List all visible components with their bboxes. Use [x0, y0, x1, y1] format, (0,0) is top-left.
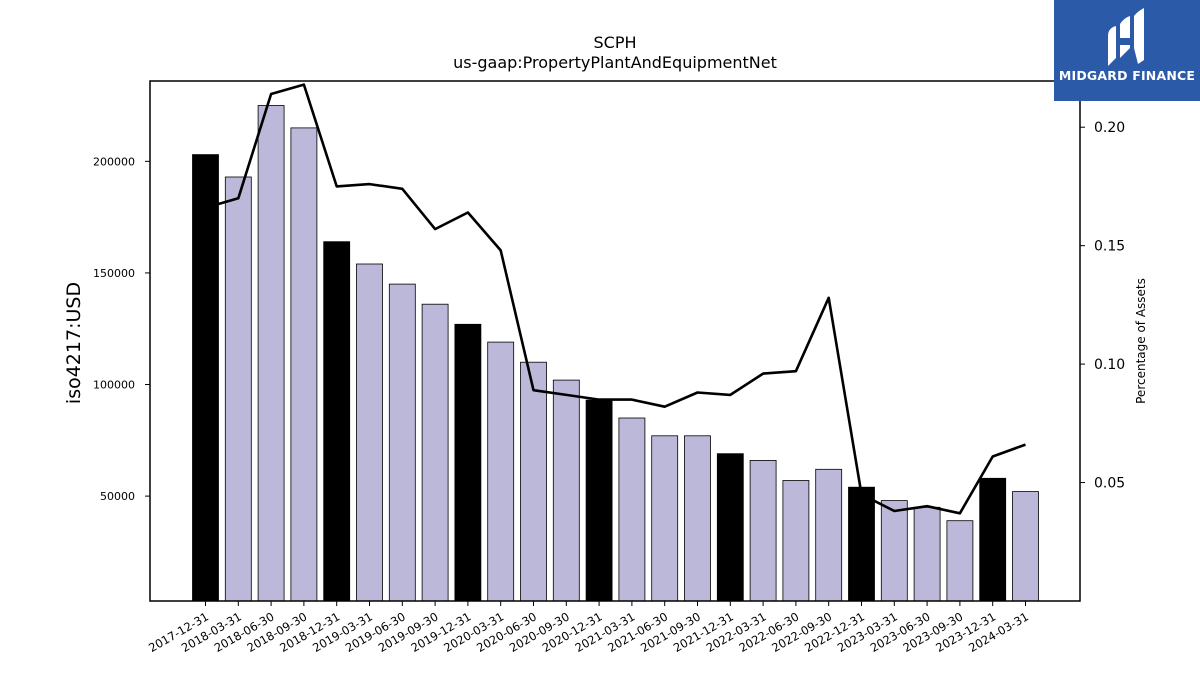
bar: [716, 453, 744, 602]
chart-title: SCPH: [593, 33, 636, 52]
y2-tick-label: 0.15: [1094, 239, 1125, 255]
bar: [651, 435, 679, 602]
brand-logo: MIDGARD FINANCE: [1054, 0, 1200, 101]
bar: [585, 399, 613, 602]
y2-tick-label: 0.20: [1094, 120, 1125, 136]
bar: [487, 341, 515, 602]
y-tick-label: 150000: [93, 267, 135, 280]
bar: [356, 263, 383, 602]
bar: [848, 486, 875, 602]
percentage-line: [205, 83, 1026, 515]
y-tick-label: 200000: [93, 155, 135, 168]
bar: [1012, 491, 1039, 602]
plot-frame: [149, 80, 1081, 602]
y2-axis-label: Percentage of Assets: [1134, 278, 1148, 404]
bar: [880, 500, 908, 602]
logo-text: MIDGARD FINANCE: [1058, 68, 1196, 83]
y-tick-label: 50000: [100, 490, 135, 503]
bar: [552, 379, 580, 602]
y2-tick-label: 0.10: [1094, 357, 1125, 373]
bar: [815, 468, 843, 602]
bar: [520, 361, 547, 602]
bar: [749, 459, 777, 602]
bar: [618, 417, 646, 602]
y2-tick-label: 0.05: [1094, 476, 1125, 492]
bar: [224, 176, 252, 602]
bar: [290, 127, 318, 602]
bar: [782, 480, 810, 602]
bar: [946, 520, 974, 602]
bar: [979, 477, 1007, 602]
bar: [421, 303, 449, 602]
bar: [257, 105, 285, 602]
chart-subtitle: us-gaap:PropertyPlantAndEquipmentNet: [453, 53, 777, 72]
y-tick-label: 100000: [93, 379, 135, 392]
midgard-logo-icon: [1108, 8, 1144, 66]
bar: [323, 241, 351, 602]
bar: [388, 283, 416, 602]
bar: [192, 154, 219, 602]
bar: [454, 323, 482, 602]
bar: [913, 506, 941, 602]
y-axis-label: iso4217:USD: [63, 282, 85, 404]
bar: [684, 435, 711, 602]
